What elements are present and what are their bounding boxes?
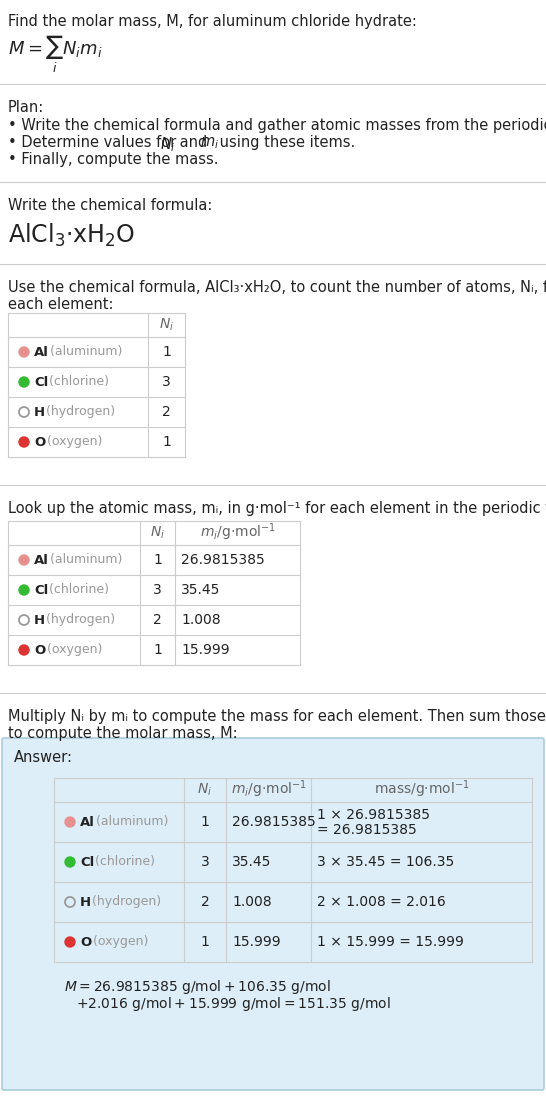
Text: 1 × 26.9815385: 1 × 26.9815385 [317,808,430,822]
Text: Cl: Cl [34,583,48,596]
Text: Look up the atomic mass, mᵢ, in g·mol⁻¹ for each element in the periodic table:: Look up the atomic mass, mᵢ, in g·mol⁻¹ … [8,500,546,516]
Text: 1: 1 [153,644,162,657]
Text: (aluminum): (aluminum) [46,553,122,566]
FancyBboxPatch shape [2,738,544,1090]
Text: 2: 2 [153,613,162,627]
Text: 1 × 15.999 = 15.999: 1 × 15.999 = 15.999 [317,935,464,949]
Text: H: H [34,614,45,627]
Text: 3: 3 [153,583,162,597]
Circle shape [19,645,29,654]
Text: $N_i$: $N_i$ [160,135,176,154]
Text: Write the chemical formula:: Write the chemical formula: [8,198,212,213]
Text: 26.9815385: 26.9815385 [181,553,265,566]
Text: H: H [34,406,45,418]
Text: mass/g·mol$^{-1}$: mass/g·mol$^{-1}$ [373,778,470,800]
Text: AlCl$_3$·xH$_2$O: AlCl$_3$·xH$_2$O [8,222,135,250]
Text: 3: 3 [162,375,171,389]
Text: (aluminum): (aluminum) [46,345,122,359]
Text: $N_i$: $N_i$ [159,317,174,333]
Text: $M = \sum_i N_i m_i$: $M = \sum_i N_i m_i$ [8,34,103,75]
Text: (chlorine): (chlorine) [45,375,109,388]
Text: O: O [80,935,91,948]
Text: • Determine values for: • Determine values for [8,135,181,150]
Text: each element:: each element: [8,297,114,312]
Text: $N_i$: $N_i$ [150,525,165,541]
Text: Multiply Nᵢ by mᵢ to compute the mass for each element. Then sum those values: Multiply Nᵢ by mᵢ to compute the mass fo… [8,710,546,724]
Text: using these items.: using these items. [215,135,355,150]
Text: Find the molar mass, M, for aluminum chloride hydrate:: Find the molar mass, M, for aluminum chl… [8,14,417,29]
Text: (hydrogen): (hydrogen) [88,895,161,909]
Text: Al: Al [34,345,49,359]
Text: 15.999: 15.999 [181,644,230,657]
Text: • Write the chemical formula and gather atomic masses from the periodic table.: • Write the chemical formula and gather … [8,118,546,133]
Text: (aluminum): (aluminum) [92,815,168,828]
Circle shape [65,817,75,827]
Text: to compute the molar mass, M:: to compute the molar mass, M: [8,726,238,741]
Text: $+ 2.016\ \mathrm{g/mol} + 15.999\ \mathrm{g/mol} = 151.35\ \mathrm{g/mol}$: $+ 2.016\ \mathrm{g/mol} + 15.999\ \math… [76,996,391,1013]
Text: 35.45: 35.45 [181,583,221,597]
Text: 26.9815385: 26.9815385 [232,815,316,829]
Text: 1.008: 1.008 [232,895,271,909]
Text: O: O [34,436,45,449]
Text: 2: 2 [162,405,171,419]
Circle shape [19,437,29,447]
Text: 1: 1 [200,935,210,949]
Text: (hydrogen): (hydrogen) [42,614,115,627]
Text: 1: 1 [200,815,210,829]
Text: 1: 1 [162,434,171,449]
Text: $m_i$/g·mol$^{-1}$: $m_i$/g·mol$^{-1}$ [199,521,275,542]
Text: 1: 1 [162,345,171,359]
Circle shape [65,857,75,867]
Text: (oxygen): (oxygen) [43,644,103,657]
Text: • Finally, compute the mass.: • Finally, compute the mass. [8,152,218,167]
Text: $M = 26.9815385\ \mathrm{g/mol} + 106.35\ \mathrm{g/mol}$: $M = 26.9815385\ \mathrm{g/mol} + 106.35… [64,978,331,996]
Text: 2: 2 [200,895,209,909]
Text: Al: Al [34,553,49,566]
Circle shape [19,556,29,565]
Text: $m_i$/g·mol$^{-1}$: $m_i$/g·mol$^{-1}$ [230,778,306,800]
Circle shape [19,377,29,387]
Text: (oxygen): (oxygen) [89,935,149,948]
Text: (chlorine): (chlorine) [91,856,155,869]
Text: O: O [34,644,45,657]
Text: $N_i$: $N_i$ [198,782,212,799]
Text: Cl: Cl [80,856,94,869]
Text: 1: 1 [153,553,162,566]
Text: 15.999: 15.999 [232,935,281,949]
Text: and: and [175,135,212,150]
Text: H: H [80,895,91,909]
Text: (hydrogen): (hydrogen) [42,406,115,418]
Text: 35.45: 35.45 [232,855,271,869]
Circle shape [19,585,29,595]
Text: (oxygen): (oxygen) [43,436,103,449]
Circle shape [65,937,75,947]
Text: Cl: Cl [34,375,48,388]
Text: Plan:: Plan: [8,100,44,116]
Text: 3: 3 [200,855,209,869]
Text: $m_i$: $m_i$ [200,135,219,151]
Text: 2 × 1.008 = 2.016: 2 × 1.008 = 2.016 [317,895,446,909]
Text: 3 × 35.45 = 106.35: 3 × 35.45 = 106.35 [317,855,454,869]
Text: = 26.9815385: = 26.9815385 [317,823,417,837]
Text: Answer:: Answer: [14,750,73,764]
Text: 1.008: 1.008 [181,613,221,627]
Circle shape [19,346,29,358]
Text: (chlorine): (chlorine) [45,583,109,596]
Text: Use the chemical formula, AlCl₃·xH₂O, to count the number of atoms, Nᵢ, for: Use the chemical formula, AlCl₃·xH₂O, to… [8,280,546,295]
Text: Al: Al [80,815,95,828]
